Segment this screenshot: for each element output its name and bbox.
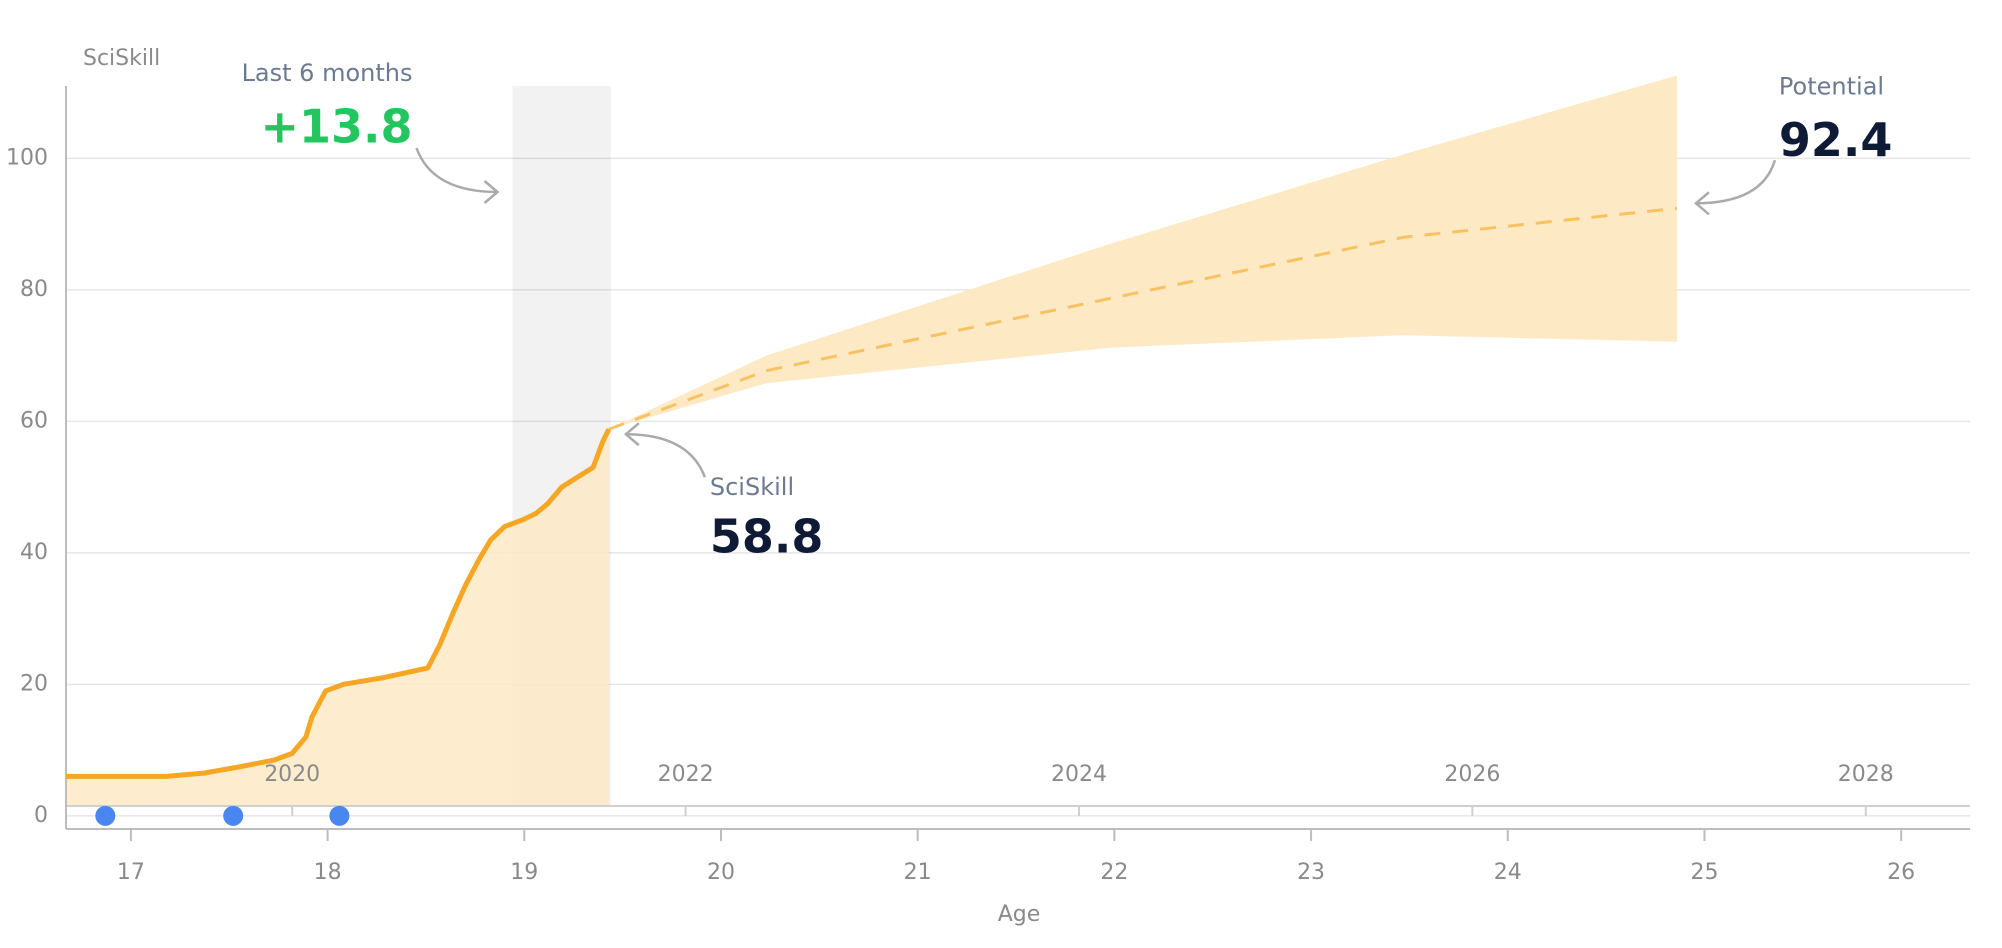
x-tick-label: 19 — [510, 860, 538, 885]
x-tick-label: 17 — [117, 860, 145, 885]
year-tick-label: 2028 — [1838, 762, 1894, 787]
forecast-band — [608, 75, 1677, 430]
y-tick-label: 20 — [20, 671, 48, 696]
year-tick-label: 2020 — [264, 762, 320, 787]
y-tick-label: 80 — [20, 277, 48, 302]
x-tick-label: 24 — [1494, 860, 1522, 885]
x-tick-label: 26 — [1887, 860, 1915, 885]
x-tick-label: 18 — [314, 860, 342, 885]
y-tick-label: 40 — [20, 540, 48, 565]
x-tick-label: 23 — [1297, 860, 1325, 885]
y-tick-label: 0 — [34, 803, 48, 828]
x-axis-title: Age — [998, 902, 1041, 927]
year-tick-label: 2026 — [1444, 762, 1500, 787]
y-tick-label: 100 — [6, 145, 48, 170]
current-value: 58.8 — [710, 510, 824, 564]
highlight-change: +13.8 — [260, 100, 412, 154]
history-area — [66, 429, 609, 806]
y-tick-label: 60 — [20, 408, 48, 433]
year-tick-label: 2022 — [658, 762, 714, 787]
x-tick-label: 21 — [904, 860, 932, 885]
year-tick-label: 2024 — [1051, 762, 1107, 787]
forecast-line — [608, 206, 1678, 431]
event-dot[interactable] — [95, 805, 116, 826]
current-label: SciSkill — [710, 473, 794, 501]
x-tick-label: 20 — [707, 860, 735, 885]
arrow-head — [483, 180, 500, 204]
highlight-label: Last 6 months — [242, 59, 413, 87]
annotation-arrow — [415, 147, 498, 194]
potential-value: 92.4 — [1779, 113, 1893, 167]
history-line — [66, 428, 612, 779]
arrow-head — [1693, 191, 1710, 216]
x-tick-label: 22 — [1100, 860, 1128, 885]
event-dot[interactable] — [223, 805, 244, 826]
annotation-arrow — [625, 432, 707, 478]
arrow-head — [623, 422, 640, 447]
y-axis-title: SciSkill — [83, 46, 160, 71]
x-tick-label: 25 — [1690, 860, 1718, 885]
potential-label: Potential — [1779, 72, 1884, 100]
annotation-arrow — [1695, 159, 1777, 205]
event-dot[interactable] — [329, 805, 350, 826]
